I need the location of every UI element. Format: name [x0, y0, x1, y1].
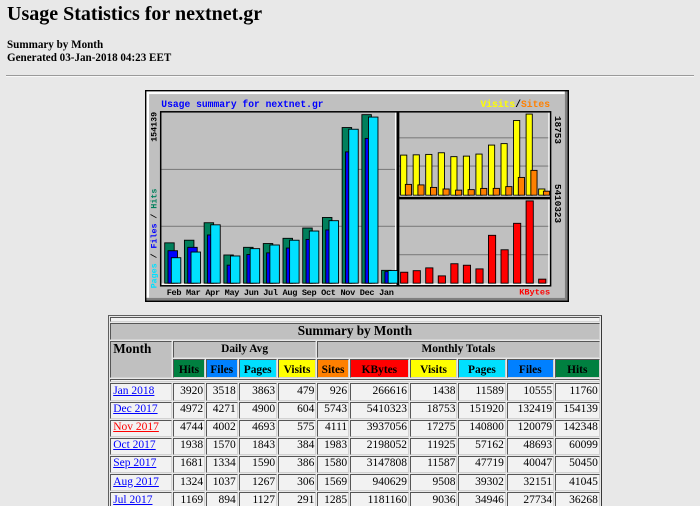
svg-text:5410323: 5410323 — [552, 184, 563, 223]
svg-text:KBytes: KBytes — [519, 288, 550, 298]
svg-text:Feb Mar Apr May Jun Jul Aug Se: Feb Mar Apr May Jun Jul Aug Sep Oct Nov … — [167, 288, 394, 298]
svg-text:18753: 18753 — [552, 116, 563, 144]
svg-text:Visits/Sites: Visits/Sites — [480, 99, 550, 110]
svg-text:154139: 154139 — [151, 112, 160, 142]
svg-text:Usage summary for nextnet.gr: Usage summary for nextnet.gr — [161, 99, 323, 110]
svg-text:Pages / Files / Hits: Pages / Files / Hits — [150, 189, 160, 289]
